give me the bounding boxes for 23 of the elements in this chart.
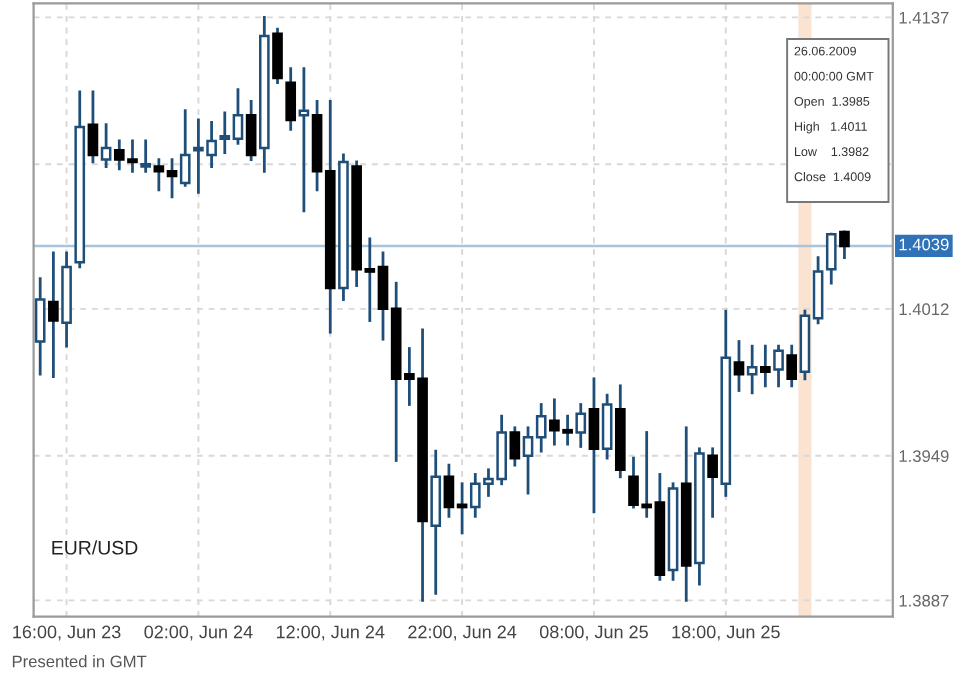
x-tick-label: 02:00, Jun 24	[144, 625, 253, 641]
candlestick	[100, 123, 112, 169]
x-tick-label: 16:00, Jun 23	[13, 625, 121, 641]
y-tick-label: 1.4012	[899, 303, 949, 316]
candlestick	[34, 277, 46, 376]
candlestick	[601, 393, 613, 460]
y-tick-label: 1.4137	[899, 11, 949, 24]
ref-line-label: 1.4039	[899, 238, 949, 251]
candlestick	[825, 232, 837, 285]
annotation: EUR/USD	[52, 540, 138, 555]
candlestick	[575, 403, 587, 448]
x-tick-label: 22:00, Jun 24	[408, 625, 517, 641]
candlestick	[746, 344, 758, 395]
y-tick-label: 1.3887	[899, 594, 949, 607]
text: Presented in GMT	[12, 655, 147, 668]
candlestick	[179, 109, 191, 187]
candlestick	[140, 139, 152, 173]
x-tick-label: 08:00, Jun 25	[539, 625, 648, 641]
candlestick	[298, 67, 310, 213]
x-tick-label: 12:00, Jun 24	[276, 625, 385, 641]
candlestick	[773, 344, 784, 388]
y-tick-label: 1.3949	[899, 450, 949, 462]
x-tick-label: 18:00, Jun 25	[672, 625, 780, 641]
